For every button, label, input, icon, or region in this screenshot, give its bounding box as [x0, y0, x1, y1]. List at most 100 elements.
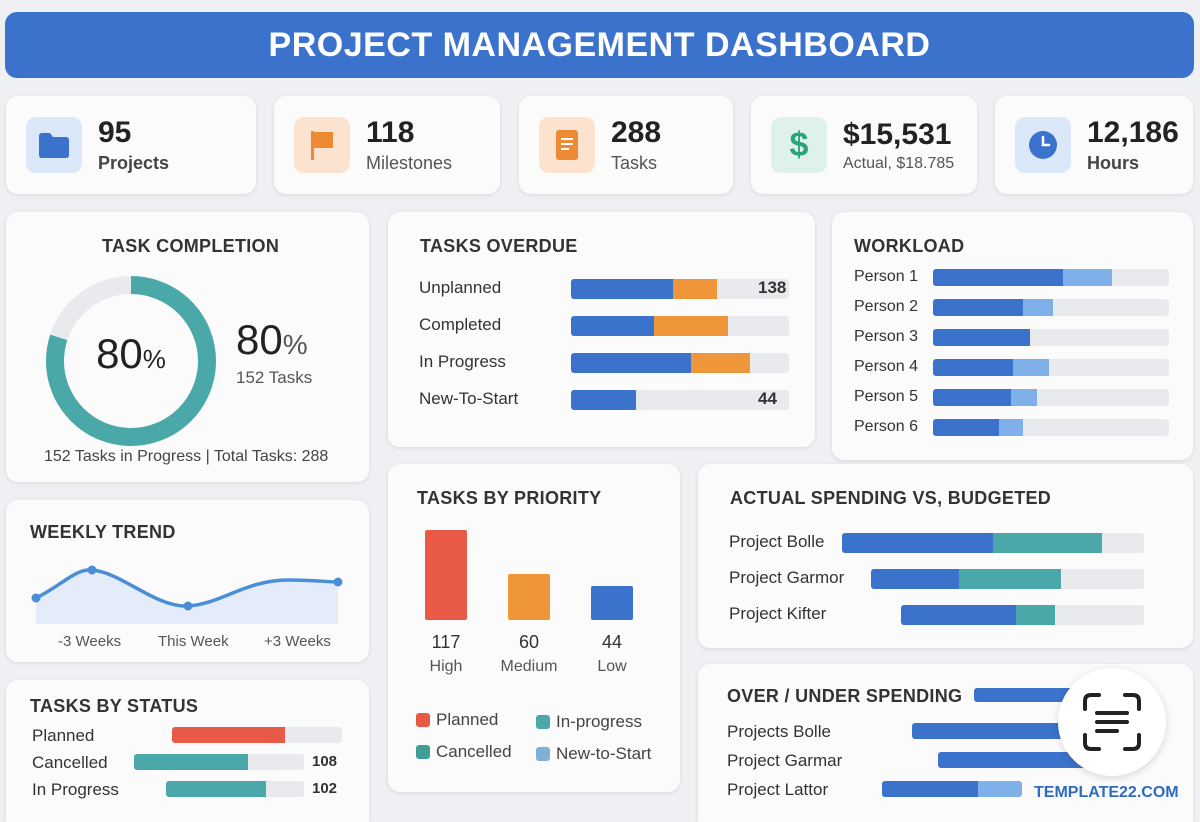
- kpi-label: Actual, $18.785: [843, 154, 955, 172]
- card-title: ACTUAL SPENDING VS, BUDGETED: [730, 488, 1052, 508]
- workload-label: Person 1: [854, 268, 919, 285]
- trend-point[interactable]: [87, 565, 97, 575]
- overdue-bar[interactable]: [571, 390, 789, 410]
- trend-area: [36, 569, 338, 624]
- budget-bar[interactable]: [901, 605, 1144, 625]
- budget-bar-budget: [958, 569, 1062, 589]
- clock-icon: [1015, 117, 1071, 173]
- dollar-icon: $: [771, 117, 827, 173]
- priority-label: Medium: [500, 658, 558, 675]
- card-title: TASKS BY PRIORITY: [417, 488, 602, 508]
- workload-bar[interactable]: [933, 269, 1169, 286]
- priority-bar[interactable]: [425, 530, 467, 620]
- workload-bar-light: [1013, 359, 1049, 376]
- workload-bar[interactable]: [933, 359, 1169, 376]
- status-bar-fill: [134, 754, 248, 770]
- actual-vs-budget-card: ACTUAL SPENDING VS, BUDGETED Project Bol…: [698, 464, 1193, 648]
- legend-swatch: [416, 745, 430, 759]
- card-title: OVER / UNDER SPENDING: [727, 686, 963, 706]
- workload-bar[interactable]: [933, 299, 1169, 316]
- spending-bar-fill: [882, 781, 978, 797]
- kpi-card-milestones[interactable]: 118 Milestones: [274, 96, 500, 194]
- card-title: WEEKLY TREND: [30, 522, 176, 542]
- budget-bar-actual: [871, 569, 959, 589]
- workload-bar-light: [1010, 389, 1037, 406]
- spending-bar[interactable]: [882, 781, 1022, 797]
- workload-label: Person 3: [854, 328, 919, 345]
- trend-point[interactable]: [183, 601, 193, 611]
- budget-bar-actual: [901, 605, 1016, 625]
- overdue-value: 44: [758, 389, 777, 408]
- kpi-label: Projects: [98, 153, 170, 173]
- kpi-label: Milestones: [366, 153, 453, 173]
- budget-bar[interactable]: [842, 533, 1144, 553]
- folder-icon: [26, 117, 82, 173]
- workload-bar-dark: [933, 329, 1030, 346]
- status-bar[interactable]: [172, 727, 342, 743]
- overdue-label: Completed: [419, 315, 502, 334]
- legend-label: Planned: [436, 710, 499, 729]
- budget-label: Project Kifter: [729, 604, 827, 623]
- tasks-by-priority-card: TASKS BY PRIORITY 117 High 60 Medium 44 Low P…: [388, 464, 680, 792]
- kpi-card-tasks[interactable]: 288 Tasks: [519, 96, 733, 194]
- kpi-value: 288: [611, 116, 662, 149]
- over-under-spending-card: OVER / UNDER SPENDING Projects Bolle Pro…: [698, 664, 1193, 822]
- workload-bar-dark: [933, 359, 1014, 376]
- document-icon: [539, 117, 595, 173]
- kpi-label: Hours: [1087, 153, 1140, 173]
- spending-bar[interactable]: [912, 723, 1092, 739]
- budget-bar[interactable]: [871, 569, 1144, 589]
- spending-label: Projects Bolle: [727, 722, 831, 741]
- priority-bar[interactable]: [508, 573, 550, 620]
- status-bar[interactable]: [166, 781, 304, 797]
- kpi-card-projects[interactable]: 95 Projects: [6, 96, 256, 194]
- budget-bar-budget: [993, 533, 1102, 553]
- workload-bar-dark: [933, 389, 1011, 406]
- workload-label: Person 4: [854, 358, 919, 375]
- weekly-trend-card: WEEKLY TREND -3 Weeks This Week +3 Weeks: [6, 500, 369, 662]
- kpi-value: $15,531: [843, 117, 952, 151]
- status-label: Cancelled: [32, 753, 108, 772]
- workload-bar-dark: [933, 269, 1063, 286]
- status-bar-fill: [172, 727, 285, 743]
- workload-label: Person 5: [854, 388, 919, 405]
- budget-label: Project Bolle: [729, 532, 825, 551]
- scan-text-icon: [1083, 693, 1141, 751]
- trend-x-label: +3 Weeks: [264, 633, 331, 650]
- workload-bar[interactable]: [933, 419, 1169, 436]
- overdue-bar-blue: [571, 279, 674, 299]
- status-bar[interactable]: [134, 754, 304, 770]
- spending-label: Project Lattor: [727, 780, 829, 799]
- budget-label: Project Garmor: [729, 568, 845, 587]
- scan-text-button[interactable]: [1058, 668, 1166, 776]
- overdue-bar-orange: [690, 353, 750, 373]
- big-value: 80: [236, 316, 283, 363]
- trend-point[interactable]: [333, 577, 343, 587]
- trend-line-chart: [31, 565, 343, 624]
- card-title: WORKLOAD: [854, 236, 965, 256]
- budget-bar-budget: [1015, 605, 1055, 625]
- card-title: TASK COMPLETION: [102, 236, 280, 256]
- priority-label: High: [429, 658, 463, 675]
- overdue-bar[interactable]: [571, 353, 789, 373]
- overdue-bar[interactable]: [571, 316, 789, 336]
- workload-bar-dark: [933, 299, 1023, 316]
- overdue-bar[interactable]: [571, 279, 789, 299]
- ring-value: 80: [96, 330, 143, 377]
- status-bar-fill: [166, 781, 266, 797]
- tasks-by-status-card: TASKS BY STATUS Planned Cancelled 108 In…: [6, 680, 369, 822]
- workload-bar-light: [1062, 269, 1113, 286]
- workload-bar-dark: [933, 419, 1000, 436]
- workload-label: Person 2: [854, 298, 919, 315]
- kpi-card-hours[interactable]: 12,186 Hours: [995, 96, 1193, 194]
- workload-bar[interactable]: [933, 389, 1169, 406]
- overdue-label: New-To-Start: [419, 389, 519, 408]
- spending-bar[interactable]: [938, 752, 1088, 768]
- status-value: 108: [312, 753, 338, 770]
- trend-point[interactable]: [31, 593, 41, 603]
- card-title: TASKS BY STATUS: [30, 696, 199, 716]
- kpi-card-budget[interactable]: $ $15,531 Actual, $18.785: [751, 96, 977, 194]
- workload-bar[interactable]: [933, 329, 1169, 346]
- legend-swatch: [416, 713, 430, 727]
- priority-bar[interactable]: [591, 586, 633, 620]
